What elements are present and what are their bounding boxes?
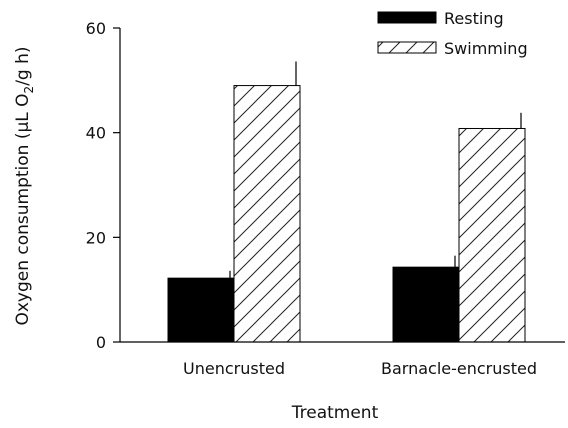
legend-swatch-resting [377,11,437,24]
y-tick-label: 20 [86,228,106,247]
y-tick-label: 60 [86,19,106,38]
legend-label-resting: Resting [444,9,504,28]
y-tick-label: 40 [86,124,106,143]
bar-swimming-unencrusted [233,85,301,343]
bar-swimming-barnacle-encrusted [458,127,526,343]
legend-label-swimming: Swimming [444,39,528,58]
bars [167,85,526,343]
x-ticks: Unencrusted Barnacle-encrusted [183,359,537,378]
y-axis-label: Oxygen consumption (µL O2/g h) [13,46,36,325]
bar-resting-barnacle-encrusted [392,266,460,343]
legend: Resting Swimming [377,9,528,58]
x-axis-label: Treatment [291,403,379,423]
x-tick-label: Barnacle-encrusted [381,359,537,378]
y-tick-label: 0 [96,333,106,352]
bar-resting-unencrusted [167,277,235,343]
y-ticks: 0 20 40 60 [86,19,120,352]
error-bars [229,61,522,279]
legend-swatch-swimming [377,41,437,54]
x-tick-label: Unencrusted [183,359,285,378]
